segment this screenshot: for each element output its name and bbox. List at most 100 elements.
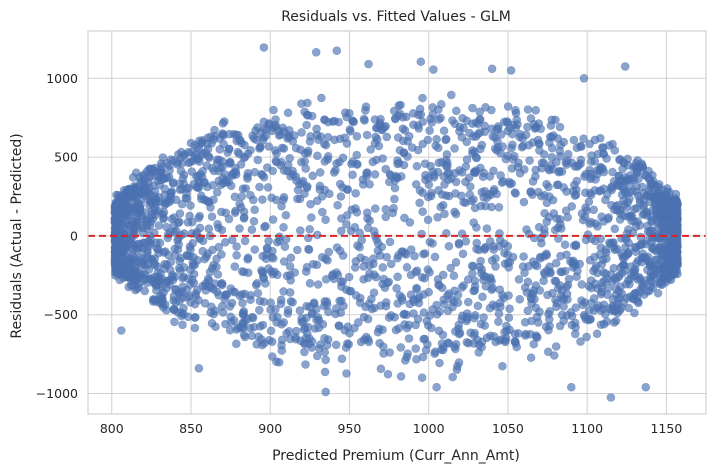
scatter-point [315,344,324,353]
scatter-point [198,167,207,176]
scatter-point [229,130,239,139]
scatter-point [365,269,374,278]
x-tick-label: 1050 [492,421,524,436]
scatter-point [448,116,457,125]
scatter-point [297,128,306,137]
scatter-point [586,217,596,227]
scatter-point [446,90,456,100]
scatter-point [338,183,347,192]
scatter-point [171,226,181,235]
scatter-point [454,238,464,248]
scatter-point [524,261,533,271]
scatter-point [307,337,317,346]
scatter-point [491,337,500,347]
scatter-point [607,306,616,315]
scatter-point [363,214,372,223]
scatter-point [285,288,295,297]
scatter-point [542,198,552,208]
scatter-point [383,369,393,379]
scatter-point [457,283,467,292]
scatter-point [487,285,497,295]
scatter-point [306,199,315,209]
scatter-point [624,188,634,197]
scatter-point [232,339,241,349]
scatter-point [412,161,422,171]
scatter-point [351,189,361,198]
scatter-point [656,279,666,289]
scatter-point [468,103,477,113]
scatter-point [469,167,479,177]
scatter-point [159,214,168,224]
outlier-point [506,66,516,75]
scatter-point [524,140,533,150]
scatter-point [225,325,235,335]
scatter-point [438,270,448,280]
scatter-point [469,261,478,271]
scatter-point [540,209,549,218]
scatter-point [393,133,403,142]
scatter-point [451,339,461,349]
scatter-point [219,139,228,149]
scatter-point [531,281,541,290]
scatter-point [295,306,305,315]
scatter-point [480,321,490,330]
outlier-point [566,382,576,392]
scatter-point [494,317,503,327]
scatter-point [555,321,565,331]
scatter-point [342,220,351,229]
scatter-point [501,154,511,164]
scatter-point [563,280,573,290]
scatter-point [146,213,155,223]
scatter-point [475,114,485,124]
scatter-point [515,294,525,304]
scatter-point [450,144,459,153]
scatter-point [411,320,421,330]
outlier-point [641,382,651,392]
scatter-point [255,182,264,192]
scatter-point [226,158,235,167]
scatter-point [305,278,315,288]
scatter-point [218,308,228,317]
scatter-point [160,259,170,269]
scatter-point [320,115,329,125]
plot-frame [87,30,707,415]
outlier-point [364,59,373,69]
scatter-point [221,319,230,329]
scatter-point [336,192,346,201]
scatter-point [482,224,492,233]
scatter-point [409,297,419,307]
scatter-point [220,117,229,126]
scatter-point [186,201,195,210]
scatter-point [261,279,270,288]
scatter-point [267,352,277,361]
scatter-point [381,212,391,222]
scatter-point [418,93,427,103]
scatter-point [320,297,330,306]
scatter-point [249,322,259,332]
scatter-point [250,245,260,254]
scatter-point [396,372,406,381]
scatter-point [498,176,508,186]
scatter-point [470,147,479,157]
scatter-point [561,158,571,167]
scatter-point [171,284,180,294]
scatter-point [223,148,232,157]
outlier-point [487,64,497,74]
scatter-point [523,306,533,316]
scatter-point [508,252,518,262]
scatter-point [550,276,560,286]
scatter-point [175,217,184,227]
scatter-point [336,308,346,318]
scatter-point [586,174,595,184]
scatter-point [374,324,384,334]
scatter-point [377,242,387,252]
scatter-point [238,298,247,308]
scatter-point [400,356,410,365]
scatter-point [240,152,250,162]
scatter-point [433,143,443,153]
scatter-point [493,143,503,152]
scatter-point [348,116,358,126]
outlier-point [259,43,269,52]
scatter-point [277,201,286,211]
